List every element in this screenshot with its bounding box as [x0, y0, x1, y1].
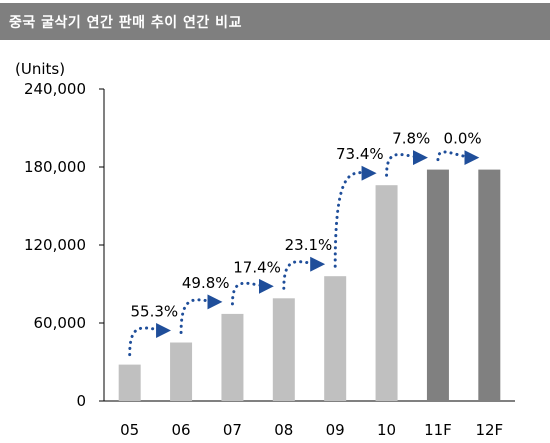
bar [426, 169, 449, 401]
growth-arrow [282, 256, 326, 290]
growth-label: 73.4% [336, 145, 384, 163]
y-tick-label: 120,000 [24, 236, 86, 254]
x-tick-label: 05 [120, 421, 139, 439]
bar [375, 185, 398, 401]
chart-title: 중국 굴삭기 연간 판매 추이 연간 비교 [9, 15, 242, 31]
growth-label: 49.8% [182, 274, 230, 292]
unit-label: (Units) [15, 60, 65, 78]
y-tick-label: 180,000 [24, 158, 86, 176]
x-tick-label: 10 [377, 421, 396, 439]
growth-arrow [436, 150, 480, 166]
growth-label: 17.4% [233, 258, 281, 276]
y-tick-label: 240,000 [24, 80, 86, 98]
growth-label: 0.0% [444, 130, 482, 148]
x-tick-label: 11F [424, 421, 452, 439]
bar [118, 364, 141, 401]
growth-arrow [230, 278, 274, 306]
growth-label: 55.3% [131, 303, 179, 321]
x-tick-label: 08 [274, 421, 293, 439]
bar [221, 313, 244, 401]
bar [324, 276, 347, 401]
x-tick-label: 07 [223, 421, 242, 439]
y-tick-label: 0 [76, 392, 86, 410]
growth-arrow [333, 165, 377, 268]
y-tick-label: 60,000 [34, 314, 87, 332]
growth-label: 23.1% [285, 236, 333, 254]
bar [272, 298, 295, 401]
growth-label: 7.8% [392, 130, 430, 148]
bar [478, 169, 501, 401]
growth-arrow [179, 294, 223, 334]
growth-arrow [385, 150, 428, 177]
bar [170, 342, 193, 401]
x-tick-label: 09 [326, 421, 345, 439]
x-tick-label: 12F [475, 421, 503, 439]
growth-arrow [128, 322, 172, 357]
x-tick-label: 06 [172, 421, 191, 439]
title-bar: 중국 굴삭기 연간 판매 추이 연간 비교 [0, 3, 550, 40]
